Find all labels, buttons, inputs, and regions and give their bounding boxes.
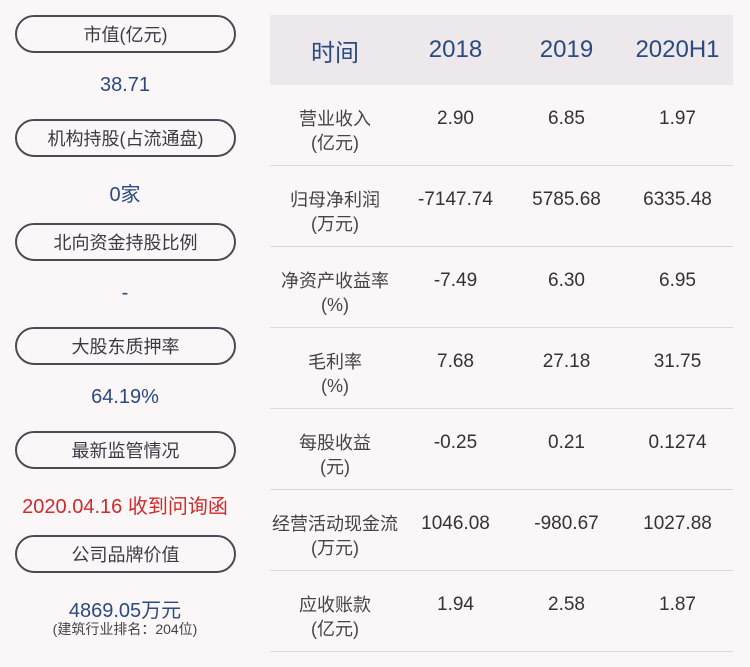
table-cell: 31.75 (653, 351, 702, 372)
table-cell: 6.30 (548, 270, 585, 291)
table-cell: 1.97 (659, 108, 696, 129)
row-label-unit: (亿元) (311, 619, 359, 639)
institutional-holdings-label-pill: 机构持股(占流通盘) (15, 119, 236, 157)
table-cell: 6.95 (659, 270, 696, 291)
row-label-main: 每股收益 (299, 433, 371, 453)
brand-value-value: 4869.05万元 (68, 600, 182, 622)
table-row: 应收账款 (亿元) 1.94 2.58 1.87 (270, 571, 733, 652)
row-label-unit: (万元) (311, 214, 359, 234)
row-label: 营业收入 (亿元) (270, 85, 400, 155)
market-cap-label: 市值(亿元) (83, 25, 168, 45)
row-label: 应收账款 (亿元) (270, 571, 400, 641)
table-cell: 6.85 (548, 108, 585, 129)
brand-value-rank-note: (建筑行业排名：204位) (52, 621, 198, 637)
brand-value-label-pill: 公司品牌价值 (15, 535, 236, 573)
table-cell: -7.49 (433, 270, 478, 291)
table-cell: -980.67 (534, 513, 599, 534)
table-cell: 0.21 (548, 432, 585, 453)
institutional-holdings-value: 0家 (109, 184, 141, 206)
table-cell: 5785.68 (532, 189, 601, 210)
table-cell: 7.68 (437, 351, 474, 372)
institutional-holdings-label: 机构持股(占流通盘) (47, 129, 204, 149)
row-label: 经营活动现金流 (万元) (270, 490, 400, 560)
pledge-ratio-value: 64.19% (91, 386, 159, 408)
table-cell: 2.58 (548, 594, 585, 615)
regulatory-status-value: 2020.04.16 收到问询函 (22, 496, 228, 518)
row-label-main: 净资产收益率 (281, 271, 389, 291)
row-label-unit: (亿元) (311, 133, 359, 153)
regulatory-status-label: 最新监管情况 (71, 441, 180, 461)
table-cell: 1.94 (437, 594, 474, 615)
table-row: 毛利率 (%) 7.68 27.18 31.75 (270, 328, 733, 409)
row-label-main: 经营活动现金流 (272, 514, 398, 534)
table-cell: -7147.74 (417, 189, 493, 210)
regulatory-status-label-pill: 最新监管情况 (15, 431, 236, 469)
header-2020h1: 2020H1 (635, 36, 720, 63)
header-2019: 2019 (539, 36, 594, 63)
left-summary-panel: 市值(亿元) 38.71 机构持股(占流通盘) 0家 北向资金持股比例 - 大股… (0, 0, 250, 667)
row-label-unit: (%) (321, 376, 349, 396)
table-cell: 27.18 (542, 351, 591, 372)
row-label: 归母净利润 (万元) (270, 166, 400, 236)
row-label-main: 归母净利润 (290, 190, 380, 210)
brand-value-label: 公司品牌价值 (71, 545, 180, 565)
table-cell: 1027.88 (643, 513, 712, 534)
table-cell: 6335.48 (643, 189, 712, 210)
row-label-unit: (万元) (311, 538, 359, 558)
row-label: 净资产收益率 (%) (270, 247, 400, 317)
row-label-main: 应收账款 (299, 595, 371, 615)
table-cell: 1046.08 (421, 513, 490, 534)
market-cap-value: 38.71 (99, 74, 151, 96)
header-time: 时间 (311, 39, 359, 67)
table-row: 净资产收益率 (%) -7.49 6.30 6.95 (270, 247, 733, 328)
pledge-ratio-label-pill: 大股东质押率 (15, 327, 236, 365)
header-2018: 2018 (428, 36, 483, 63)
northbound-ratio-label: 北向资金持股比例 (53, 233, 198, 253)
row-label: 毛利率 (%) (270, 328, 400, 398)
table-row: 每股收益 (元) -0.25 0.21 0.1274 (270, 409, 733, 490)
table-header: 时间 2018 2019 2020H1 (270, 15, 733, 85)
table-cell: 0.1274 (648, 432, 707, 453)
table-row: 营业收入 (亿元) 2.90 6.85 1.97 (270, 85, 733, 166)
row-label-main: 营业收入 (299, 109, 371, 129)
financial-table: 时间 2018 2019 2020H1 营业收入 (亿元) 2.90 6.85 1… (270, 15, 733, 652)
northbound-ratio-label-pill: 北向资金持股比例 (15, 223, 236, 261)
pledge-ratio-label: 大股东质押率 (71, 337, 180, 357)
row-label: 每股收益 (元) (270, 409, 400, 479)
row-label-main: 毛利率 (308, 352, 362, 372)
table-cell: 2.90 (437, 108, 474, 129)
table-cell: -0.25 (433, 432, 478, 453)
row-label-unit: (元) (320, 457, 350, 477)
table-row: 归母净利润 (万元) -7147.74 5785.68 6335.48 (270, 166, 733, 247)
table-cell: 1.87 (659, 594, 696, 615)
row-label-unit: (%) (321, 295, 349, 315)
table-row: 经营活动现金流 (万元) 1046.08 -980.67 1027.88 (270, 490, 733, 571)
northbound-ratio-value: - (121, 282, 129, 304)
market-cap-label-pill: 市值(亿元) (15, 15, 236, 53)
